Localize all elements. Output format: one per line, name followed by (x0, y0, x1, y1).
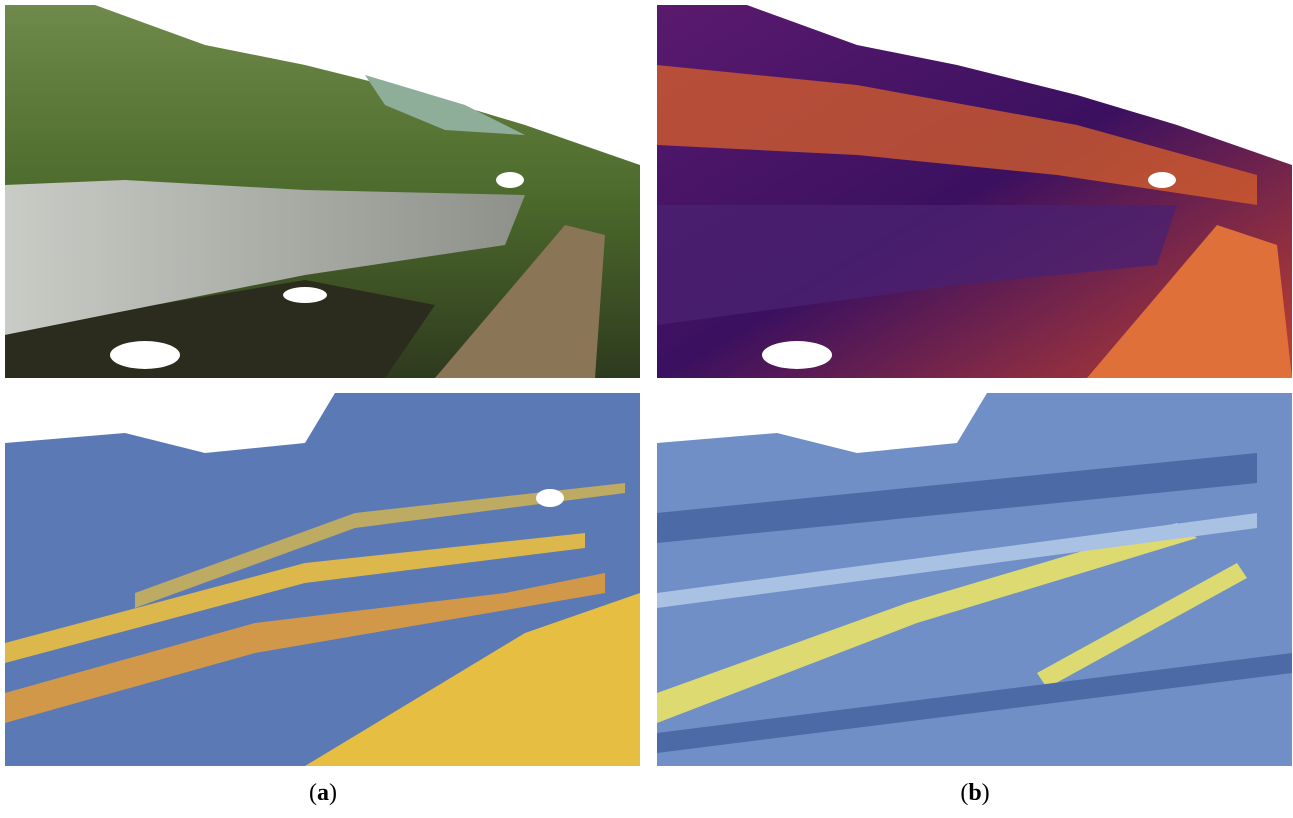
sky (657, 5, 1292, 165)
sky (5, 5, 640, 165)
wall (657, 205, 1177, 325)
yellow-band (5, 533, 585, 663)
foliage (365, 75, 525, 135)
caption-letter: b (968, 780, 982, 806)
gap (283, 287, 327, 303)
height-point-cloud (657, 5, 1292, 378)
segmented-point-cloud (657, 393, 1292, 766)
stone-wall (5, 180, 525, 335)
gap (1148, 172, 1176, 188)
warm-band (657, 65, 1257, 205)
gap (657, 393, 987, 453)
dark-band (657, 453, 1257, 543)
yellow-band (1037, 563, 1247, 688)
classified-point-cloud (5, 393, 640, 766)
gap (762, 341, 832, 369)
caption: (b) (935, 780, 1015, 807)
gap (496, 172, 524, 188)
caption-paren: ( (960, 780, 969, 806)
caption-paren: ( (309, 780, 317, 806)
yellow-band (657, 523, 1197, 723)
rgb-point-cloud (5, 5, 640, 378)
caption-paren: ) (981, 780, 990, 806)
gap (110, 341, 180, 369)
caption-letter: a (317, 780, 329, 806)
path (435, 225, 605, 378)
yellow-band (135, 483, 625, 608)
light-band (657, 513, 1257, 608)
yellow-area (305, 593, 640, 766)
caption: (a) (283, 780, 363, 807)
gap (5, 393, 335, 453)
gap (536, 489, 564, 507)
caption-paren: ) (329, 780, 337, 806)
dark-band (657, 653, 1292, 753)
orange-band (5, 573, 605, 723)
path (1087, 225, 1292, 378)
